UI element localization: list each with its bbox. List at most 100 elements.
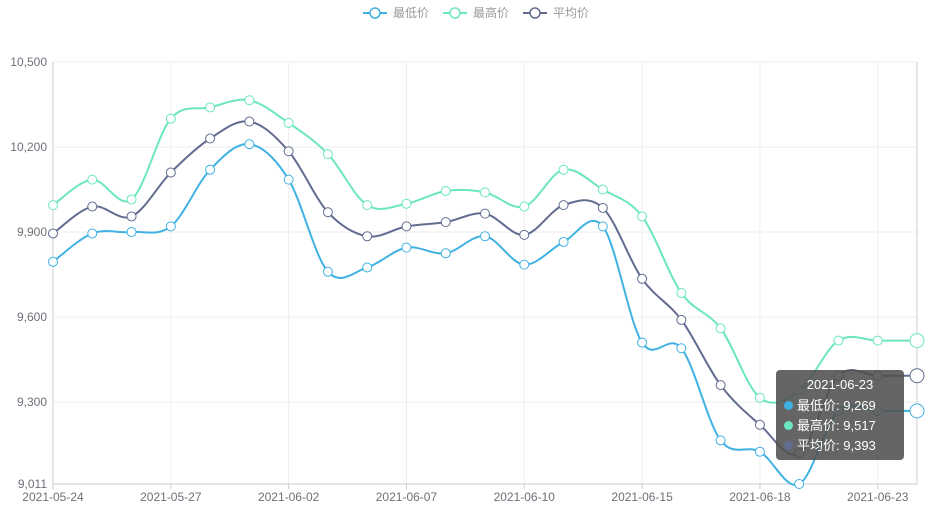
tooltip-label-high: 最高价 xyxy=(797,418,837,433)
legend-item-high[interactable]: 最高价 xyxy=(443,5,509,20)
data-point-low[interactable] xyxy=(715,435,726,446)
data-point-low[interactable] xyxy=(794,479,805,489)
series-low xyxy=(48,139,925,489)
data-point-avg[interactable] xyxy=(165,167,176,178)
data-point-high[interactable] xyxy=(87,174,98,185)
y-tick-label: 10,500 xyxy=(10,55,47,69)
tooltip-row-low: 最低价: 9,269 xyxy=(784,396,896,416)
data-point-high[interactable] xyxy=(480,187,490,198)
data-point-avg[interactable] xyxy=(597,202,608,213)
data-point-high[interactable] xyxy=(676,287,687,298)
data-point-high[interactable] xyxy=(205,102,216,113)
legend-circle-icon xyxy=(369,7,381,19)
data-point-high[interactable] xyxy=(362,200,373,211)
data-point-avg[interactable] xyxy=(519,229,530,240)
data-point-high[interactable] xyxy=(126,194,137,205)
legend-label: 最高价 xyxy=(473,5,509,20)
data-point-avg[interactable] xyxy=(754,419,765,430)
y-tick-label: 9,600 xyxy=(17,310,47,324)
data-point-avg[interactable] xyxy=(126,211,137,222)
data-point-avg[interactable] xyxy=(909,368,925,384)
data-point-low[interactable] xyxy=(519,259,530,270)
data-point-high[interactable] xyxy=(283,117,294,128)
data-point-high[interactable] xyxy=(165,113,176,124)
data-point-avg[interactable] xyxy=(637,273,648,284)
data-point-avg[interactable] xyxy=(715,380,726,391)
data-point-low[interactable] xyxy=(322,266,333,277)
data-point-low[interactable] xyxy=(48,256,58,267)
x-tick-label: 2021-06-15 xyxy=(611,490,673,504)
data-point-high[interactable] xyxy=(637,211,648,222)
data-point-avg[interactable] xyxy=(362,231,373,242)
data-point-high[interactable] xyxy=(48,200,58,211)
data-point-avg[interactable] xyxy=(558,200,569,211)
data-point-low[interactable] xyxy=(205,164,216,175)
data-point-low[interactable] xyxy=(244,139,255,150)
data-point-high[interactable] xyxy=(558,164,569,175)
tooltip-dot-high xyxy=(784,421,793,431)
data-point-high[interactable] xyxy=(440,185,451,196)
data-point-avg[interactable] xyxy=(440,217,451,228)
axes: 9,011 9,300 9,600 9,900 10,200 10,500 2021-05-… xyxy=(10,55,918,504)
tooltip-row-high: 最高价: 9,517 xyxy=(784,416,896,436)
data-point-high[interactable] xyxy=(322,149,333,160)
data-point-low[interactable] xyxy=(754,446,765,457)
data-point-avg[interactable] xyxy=(48,228,58,239)
data-point-avg[interactable] xyxy=(244,116,255,127)
data-point-low[interactable] xyxy=(909,403,925,419)
legend-label: 最低价 xyxy=(393,6,429,20)
data-point-avg[interactable] xyxy=(205,133,216,144)
data-point-avg[interactable] xyxy=(283,146,294,157)
series-high xyxy=(48,95,925,404)
x-tick-label: 2021-06-07 xyxy=(376,490,438,504)
data-point-avg[interactable] xyxy=(480,208,490,219)
data-point-low[interactable] xyxy=(597,221,608,232)
data-point-low[interactable] xyxy=(165,221,176,232)
data-point-high[interactable] xyxy=(909,333,925,349)
x-tick-label: 2021-06-02 xyxy=(258,490,320,504)
data-point-avg[interactable] xyxy=(87,201,98,212)
data-point-low[interactable] xyxy=(126,227,137,238)
legend-circle-icon xyxy=(529,7,541,19)
x-tick-label: 2021-05-27 xyxy=(140,490,202,504)
data-point-low[interactable] xyxy=(87,228,98,239)
y-tick-label: 9,011 xyxy=(18,477,47,491)
legend-label: 平均价 xyxy=(553,6,589,20)
tooltip-dot-avg xyxy=(784,441,793,451)
x-tick-label: 2021-06-10 xyxy=(494,490,556,504)
data-point-low[interactable] xyxy=(558,236,569,247)
data-point-low[interactable] xyxy=(401,242,412,253)
tooltip-value-high: 9,517 xyxy=(843,418,876,433)
y-tick-label: 10,200 xyxy=(10,140,47,154)
data-point-low[interactable] xyxy=(480,231,490,242)
tooltip-value-avg: 9,393 xyxy=(843,438,876,453)
data-point-low[interactable] xyxy=(362,262,373,273)
tooltip-date: 2021-06-23 xyxy=(806,377,874,392)
data-point-avg[interactable] xyxy=(401,221,412,232)
legend-item-avg[interactable]: 平均价 xyxy=(523,6,589,20)
data-point-high[interactable] xyxy=(597,184,608,195)
data-point-high[interactable] xyxy=(872,335,883,346)
x-tick-label: 2021-06-23 xyxy=(847,490,909,504)
data-point-high[interactable] xyxy=(715,323,726,334)
data-point-high[interactable] xyxy=(519,201,530,212)
legend-item-low[interactable]: 最低价 xyxy=(363,6,429,20)
tooltip-label-avg: 平均价 xyxy=(797,438,837,453)
data-point-low[interactable] xyxy=(440,248,451,259)
data-point-high[interactable] xyxy=(754,392,765,403)
x-tick-label: 2021-05-24 xyxy=(22,490,84,504)
x-tick-label: 2021-06-18 xyxy=(729,490,791,504)
y-tick-label: 9,300 xyxy=(17,395,47,409)
data-point-high[interactable] xyxy=(833,335,844,346)
data-point-avg[interactable] xyxy=(676,314,687,325)
data-point-low[interactable] xyxy=(283,174,294,185)
series-line-high xyxy=(52,98,917,404)
tooltip: 2021-06-23 最低价: 9,269 最高价: 9,517 平均价: 9,… xyxy=(776,370,904,460)
data-point-high[interactable] xyxy=(401,198,412,209)
data-point-avg[interactable] xyxy=(322,207,333,218)
data-point-high[interactable] xyxy=(244,95,255,106)
data-point-low[interactable] xyxy=(676,343,687,354)
tooltip-label-low: 最低价 xyxy=(797,398,837,413)
data-point-low[interactable] xyxy=(637,337,648,348)
legend[interactable]: 最低价 最高价 平均价 xyxy=(363,5,589,20)
